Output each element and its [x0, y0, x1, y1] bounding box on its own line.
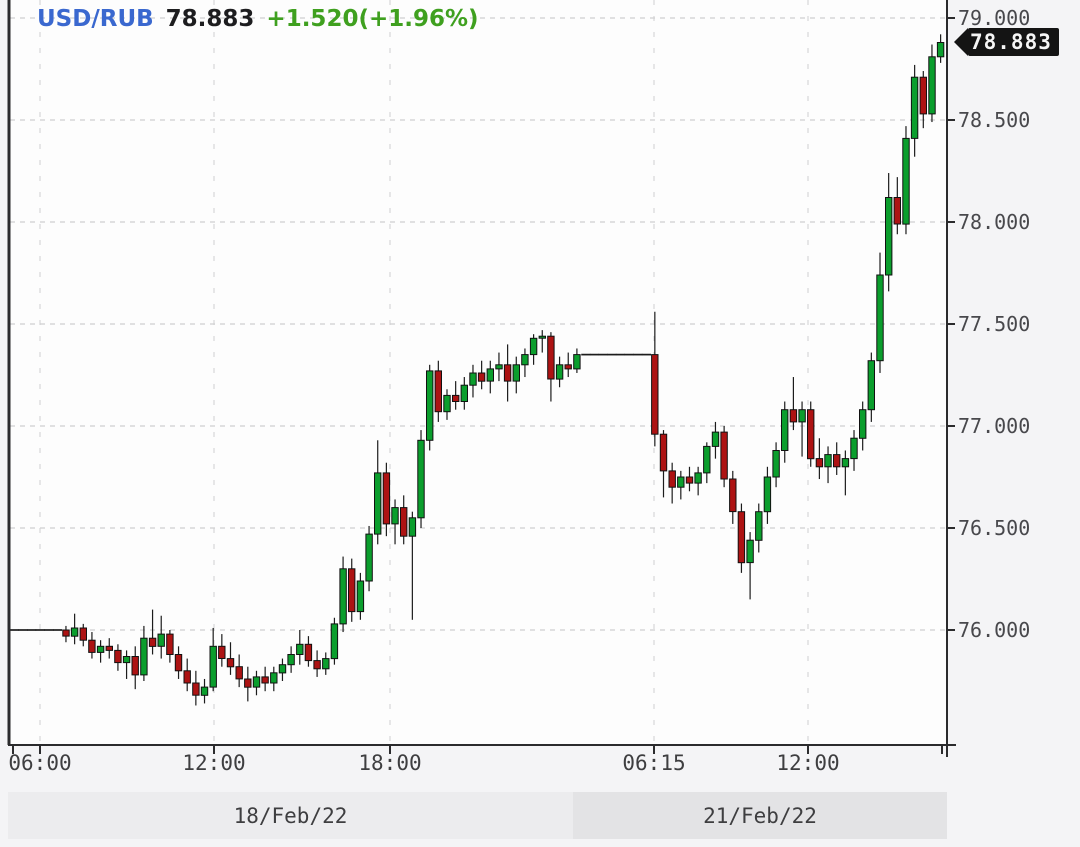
y-axis-label: 76.500	[958, 516, 1031, 540]
x-axis-label: 06:15	[622, 751, 686, 775]
date-label: 18/Feb/22	[233, 803, 348, 828]
x-axis-label: 12:00	[182, 751, 246, 775]
ticker-change: +1.520(+1.96%)	[266, 6, 479, 32]
last-price-tag: 78.883	[954, 27, 1059, 56]
x-axis-label: 12:00	[776, 751, 840, 775]
x-axis-label: 18:00	[358, 751, 422, 775]
ticker-symbol: USD/RUB	[37, 6, 154, 32]
date-band-18feb: 18/Feb/22	[8, 792, 573, 839]
x-axis-label: 06:00	[8, 751, 72, 775]
y-axis-label: 77.500	[958, 312, 1031, 336]
y-axis-label: 78.000	[958, 210, 1031, 234]
price-tag-value: 78.883	[968, 27, 1059, 56]
y-axis-label: 76.000	[958, 618, 1031, 642]
ticker-last-price: 78.883	[165, 6, 255, 32]
date-band-21feb: 21/Feb/22	[573, 792, 947, 839]
price-tag-arrow-icon	[954, 27, 968, 56]
date-label: 21/Feb/22	[703, 803, 817, 828]
y-axis-label: 79.000	[958, 6, 1031, 30]
ticker-header: USD/RUB 78.883 +1.520(+1.96%)	[37, 6, 479, 32]
y-axis-label: 78.500	[958, 108, 1031, 132]
y-axis-label: 77.000	[958, 414, 1031, 438]
